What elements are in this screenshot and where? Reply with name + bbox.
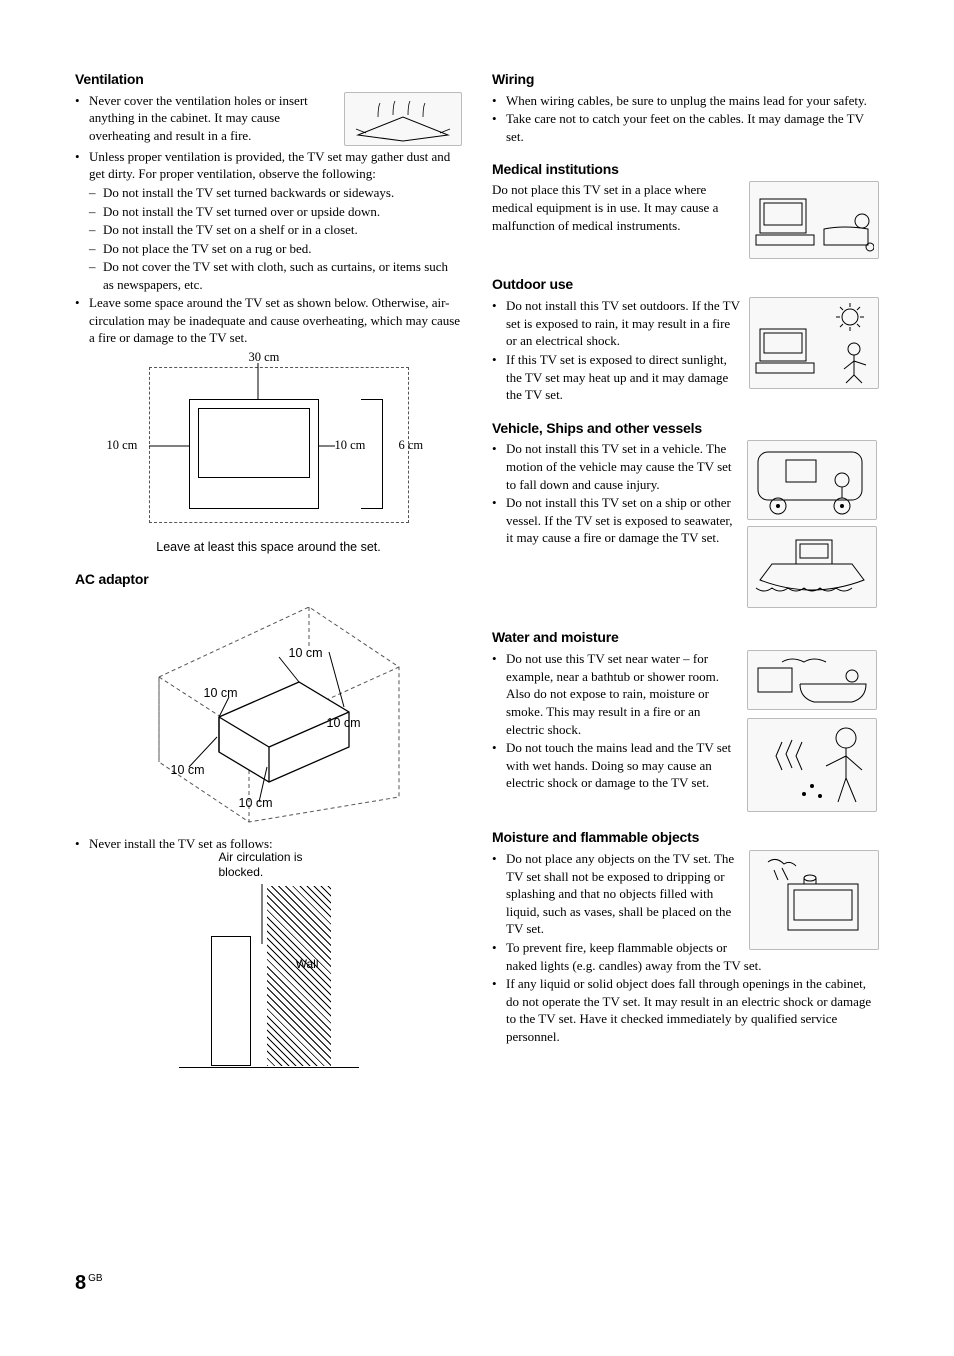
ac-lbl-a: 10 cm <box>289 645 323 662</box>
diagram-blocked: Air circulation is blocked. Wall <box>179 856 359 1076</box>
heading-medical: Medical institutions <box>492 160 879 179</box>
page-region: GB <box>88 1273 102 1284</box>
section-ventilation: Ventilation Never cover the ventilation … <box>75 70 462 556</box>
diagram-spacing-front: 30 cm 10 cm 10 cm 6 cm <box>109 355 429 535</box>
water-b1: Do not use this TV set near water – for … <box>506 650 879 738</box>
spacing-left-label: 10 cm <box>107 437 138 454</box>
section-wiring: Wiring When wiring cables, be sure to un… <box>492 70 879 146</box>
vent-b2-lead: Unless proper ventilation is provided, t… <box>89 149 450 182</box>
ac-lbl-c: 10 cm <box>327 715 361 732</box>
moisture-b3: If any liquid or solid object does fall … <box>506 975 879 1045</box>
ac-lbl-d: 10 cm <box>171 762 205 779</box>
spacing-right-label: 6 cm <box>399 437 424 454</box>
vent-dash-2: Do not install the TV set turned over or… <box>103 203 462 221</box>
wall-label: Wall <box>296 956 319 972</box>
heading-ventilation: Ventilation <box>75 70 462 89</box>
vent-dash-1: Do not install the TV set turned backwar… <box>103 184 462 202</box>
ac-lbl-b: 10 cm <box>204 685 238 702</box>
vehicle-b1: Do not install this TV set in a vehicle.… <box>506 440 879 493</box>
section-vehicle: Vehicle, Ships and other vessels Do not … <box>492 419 879 611</box>
page-number: 8 <box>75 1272 86 1294</box>
vent-dash-5: Do not cover the TV set with cloth, such… <box>103 258 462 293</box>
heading-water: Water and moisture <box>492 628 879 647</box>
heading-vehicle: Vehicle, Ships and other vessels <box>492 419 732 438</box>
illus-medical-icon <box>749 181 879 259</box>
section-water: Water and moisture Do not use this TV se… <box>492 628 879 814</box>
section-ac-adaptor: AC adaptor <box>75 570 462 1076</box>
heading-wiring: Wiring <box>492 70 879 89</box>
outdoor-b2: If this TV set is exposed to direct sunl… <box>506 351 879 404</box>
outdoor-b1: Do not install this TV set outdoors. If … <box>506 297 879 350</box>
vent-dash-3: Do not install the TV set on a shelf or … <box>103 221 462 239</box>
section-moisture: Moisture and flammable objects Do not pl… <box>492 828 879 1045</box>
diagram-ac-adaptor: 10 cm 10 cm 10 cm 10 cm 10 cm <box>129 597 409 827</box>
wiring-b1: When wiring cables, be sure to unplug th… <box>506 92 879 110</box>
spacing-mid-label: 10 cm <box>335 437 366 454</box>
blocked-caption-l2: blocked. <box>219 865 264 879</box>
vent-bullet-3: Leave some space around the TV set as sh… <box>89 294 462 347</box>
vent-bullet-2: Unless proper ventilation is provided, t… <box>89 148 462 293</box>
vent-bullet-1: Never cover the ventilation holes or ins… <box>89 92 462 145</box>
wiring-b2: Take care not to catch your feet on the … <box>506 110 879 145</box>
left-column: Ventilation Never cover the ventilation … <box>75 70 462 1250</box>
spacing-caption: Leave at least this space around the set… <box>75 539 462 556</box>
right-column: Wiring When wiring cables, be sure to un… <box>492 70 879 1250</box>
heading-moisture: Moisture and flammable objects <box>492 828 879 847</box>
page-columns: Ventilation Never cover the ventilation … <box>75 70 879 1250</box>
moisture-b2: To prevent fire, keep flammable objects … <box>506 939 879 974</box>
spacing-top-label: 30 cm <box>249 349 280 366</box>
heading-outdoor: Outdoor use <box>492 275 879 294</box>
vehicle-b2: Do not install this TV set on a ship or … <box>506 494 879 547</box>
moisture-b1: Do not place any objects on the TV set. … <box>506 850 879 938</box>
heading-vehicle-text: Vehicle, Ships and other vessels <box>492 420 702 436</box>
ac-lbl-e: 10 cm <box>239 795 273 812</box>
vent-dash-4: Do not place the TV set on a rug or bed. <box>103 240 462 258</box>
blocked-caption-l1: Air circulation is <box>219 850 303 864</box>
heading-ac-adaptor: AC adaptor <box>75 570 462 589</box>
vent-b1-text: Never cover the ventilation holes or ins… <box>89 93 308 143</box>
section-outdoor: Outdoor use Do not install this TV set o… <box>492 275 879 404</box>
section-medical: Medical institutions Do not place this T… <box>492 160 879 262</box>
water-b2: Do not touch the mains lead and the TV s… <box>506 739 879 792</box>
page-footer: 8GB <box>75 1270 879 1297</box>
